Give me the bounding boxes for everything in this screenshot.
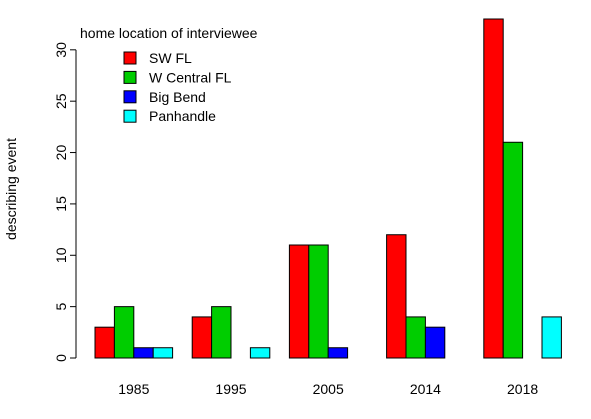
bar (152, 347, 174, 359)
bar (386, 234, 407, 359)
bar (288, 244, 310, 359)
x-tick-label: 2018 (507, 381, 538, 397)
bar (133, 347, 154, 359)
y-tick-label: 15 (53, 196, 69, 212)
legend-swatch (123, 90, 137, 104)
bar (405, 316, 426, 359)
legend-label: W Central FL (149, 69, 232, 85)
bars (94, 18, 562, 359)
bar (483, 18, 504, 359)
legend-label: SW FL (149, 50, 192, 66)
x-tick-label: 1985 (118, 381, 149, 397)
legend-title: home location of interviewee (80, 25, 258, 41)
bar (327, 347, 349, 359)
legend-label: Big Bend (149, 89, 206, 105)
bar (308, 244, 329, 359)
x-tick-label: 1995 (215, 381, 246, 397)
y-tick-label: 10 (53, 247, 69, 263)
bar (424, 326, 446, 359)
y-axis-label: describing event (3, 138, 19, 240)
y-tick-label: 25 (53, 93, 69, 109)
bar (94, 326, 115, 359)
x-tick-label: 2014 (410, 381, 441, 397)
legend: home location of interviewee SW FL W Cent… (80, 25, 258, 124)
legend-swatch (123, 109, 137, 123)
bar (249, 347, 271, 359)
legend-label: Panhandle (149, 108, 216, 124)
y-tick-label: 5 (53, 303, 69, 311)
x-axis-tick-labels: 1985 1995 2005 2014 2018 (118, 381, 538, 397)
legend-swatch (123, 70, 137, 84)
y-tick-label: 30 (53, 42, 69, 58)
bar (191, 316, 213, 359)
bar (541, 316, 562, 359)
y-tick-label: 20 (53, 145, 69, 161)
legend-items: SW FL W Central FL Big Bend Panhandle (123, 50, 232, 124)
y-axis: 0 5 10 15 20 25 30 (53, 42, 77, 362)
bar (211, 306, 232, 359)
x-tick-label: 2005 (313, 381, 344, 397)
bar (113, 306, 135, 359)
y-tick-label: 0 (53, 354, 69, 362)
bar (502, 141, 524, 359)
legend-swatch (123, 51, 137, 65)
